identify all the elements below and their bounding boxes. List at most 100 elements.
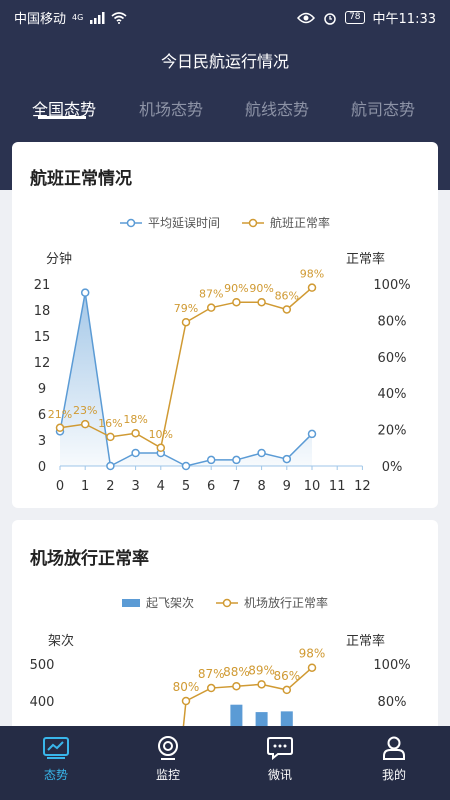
release-rate-point bbox=[206, 683, 216, 693]
y-right-tick-label: 80% bbox=[378, 314, 407, 329]
y-left-tick-label: 21 bbox=[34, 278, 51, 293]
x-tick-label: 12 bbox=[354, 479, 371, 494]
legend-item-rate[interactable]: 航班正常率 bbox=[242, 214, 330, 231]
rate-data-label: 23% bbox=[73, 404, 97, 417]
chat-icon bbox=[267, 737, 293, 760]
x-tick-label: 3 bbox=[131, 479, 139, 494]
alarm-icon bbox=[324, 12, 336, 25]
nav-label: 监控 bbox=[155, 768, 180, 782]
left-axis-label: 分钟 bbox=[46, 252, 73, 267]
rate-point bbox=[181, 317, 191, 327]
nav-item-profile[interactable]: 我的 bbox=[354, 736, 434, 783]
x-tick-label: 11 bbox=[329, 479, 346, 494]
nav-label: 态势 bbox=[43, 768, 68, 782]
delay-point bbox=[181, 461, 191, 471]
chart-icon bbox=[43, 737, 69, 759]
rate-point bbox=[156, 443, 166, 453]
x-tick-label: 0 bbox=[56, 479, 64, 494]
rate-point bbox=[257, 297, 266, 307]
rate-data-label: 10% bbox=[149, 428, 173, 441]
x-tick-label: 10 bbox=[304, 479, 321, 494]
delay-area bbox=[60, 292, 312, 466]
rate-point bbox=[232, 297, 241, 307]
eye-icon bbox=[297, 12, 316, 23]
clock-time: 中午11:33 bbox=[372, 12, 436, 27]
rate-data-label: 90% bbox=[249, 282, 273, 295]
x-tick-label: 6 bbox=[207, 479, 215, 494]
signal-icon bbox=[90, 11, 105, 24]
legend-item-release-rate[interactable]: 机场放行正常率 bbox=[216, 594, 328, 611]
nav-item-monitor[interactable]: 监控 bbox=[128, 736, 208, 783]
x-tick-label: 2 bbox=[106, 479, 114, 494]
delay-point bbox=[232, 455, 241, 465]
nav-item-messages[interactable]: 微讯 bbox=[240, 736, 320, 783]
tab-national[interactable]: 全国态势 bbox=[32, 100, 97, 119]
rate-data-label: 90% bbox=[224, 282, 248, 295]
wifi-icon bbox=[111, 11, 127, 24]
active-tab-indicator bbox=[38, 116, 86, 119]
y-right-tick-label: 60% bbox=[378, 351, 407, 366]
rate-point bbox=[55, 423, 65, 433]
left-axis-label: 架次 bbox=[48, 634, 75, 649]
rate-data-label: 86% bbox=[275, 289, 299, 302]
right-axis-label: 正常率 bbox=[346, 252, 386, 267]
rate-data-label: 21% bbox=[48, 408, 72, 421]
y-right-tick-label: 40% bbox=[378, 387, 407, 402]
legend-label: 航班正常率 bbox=[270, 216, 331, 230]
legend-line-marker bbox=[216, 598, 238, 607]
rate-point bbox=[206, 303, 216, 312]
legend-item-delay[interactable]: 平均延误时间 bbox=[119, 214, 220, 231]
delay-point bbox=[80, 288, 90, 297]
delay-point bbox=[257, 448, 266, 458]
bottom-navigation: 态势 监控 微讯 我的 bbox=[0, 726, 450, 800]
delay-point bbox=[206, 455, 216, 465]
right-axis-label: 正常率 bbox=[346, 634, 386, 649]
delay-point bbox=[131, 448, 140, 458]
release-rate-data-label: 88% bbox=[223, 665, 250, 679]
legend-item-takeoffs[interactable]: 起飞架次 bbox=[121, 594, 194, 611]
rate-data-label: 16% bbox=[98, 417, 122, 430]
rate-point bbox=[131, 428, 140, 438]
flight-normal-svg: 0 1 2 3 4 5 6 7 8 9 10 11 120369121518210%20%40%60%8… bbox=[34, 268, 411, 494]
delay-point bbox=[106, 461, 115, 471]
y-left-tick-label: 400 bbox=[30, 695, 55, 710]
y-right-tick-label: 100% bbox=[373, 658, 410, 673]
flight-normal-card: 航班正常情况 平均延误时间 航班正常率 分钟 正常率 0 1 2 3 4 5 6 7 8 9 10 1… bbox=[12, 142, 438, 508]
release-rate-point bbox=[232, 681, 241, 691]
x-tick-label: 8 bbox=[257, 479, 265, 494]
rate-point bbox=[282, 305, 292, 314]
rate-data-label: 98% bbox=[300, 268, 324, 281]
x-tick-label: 9 bbox=[283, 479, 291, 494]
card-title: 机场放行正常率 bbox=[30, 549, 149, 569]
y-left-tick-label: 18 bbox=[34, 304, 51, 319]
legend-line-marker bbox=[119, 218, 142, 227]
delay-point bbox=[307, 429, 317, 439]
nav-label: 微讯 bbox=[267, 768, 292, 782]
carrier-name: 中国移动 bbox=[14, 12, 67, 27]
rate-data-label: 18% bbox=[123, 413, 147, 426]
y-right-tick-label: 0% bbox=[382, 460, 403, 475]
x-tick-label: 7 bbox=[232, 479, 240, 494]
tab-route[interactable]: 航线态势 bbox=[245, 100, 310, 119]
y-right-tick-label: 20% bbox=[378, 424, 407, 439]
rate-point bbox=[106, 432, 115, 442]
y-right-tick-label: 80% bbox=[378, 695, 407, 710]
release-rate-data-label: 87% bbox=[198, 667, 225, 681]
chart-legend: 平均延误时间 航班正常率 bbox=[12, 214, 438, 231]
y-left-tick-label: 3 bbox=[38, 434, 46, 449]
y-left-tick-label: 500 bbox=[30, 658, 55, 673]
nav-item-situation[interactable]: 态势 bbox=[16, 736, 96, 783]
tab-airport[interactable]: 机场态势 bbox=[139, 100, 204, 119]
rate-point bbox=[80, 419, 90, 429]
network-badge: 4G bbox=[72, 12, 84, 22]
y-left-tick-label: 6 bbox=[38, 408, 46, 423]
tab-bar: 全国态势 机场态势 航线态势 航司态势 bbox=[0, 96, 450, 132]
nav-label: 我的 bbox=[381, 768, 406, 782]
release-rate-point bbox=[307, 663, 317, 672]
tab-airline[interactable]: 航司态势 bbox=[351, 100, 416, 119]
status-bar: 中国移动 4G 78 中午11:33 bbox=[0, 0, 450, 32]
legend-line-marker bbox=[242, 218, 264, 227]
y-left-tick-label: 0 bbox=[38, 460, 46, 475]
airport-release-card: 机场放行正常率 起飞架次 机场放行正常率 架次 正常率 400 500 80% 100… bbox=[12, 520, 438, 740]
